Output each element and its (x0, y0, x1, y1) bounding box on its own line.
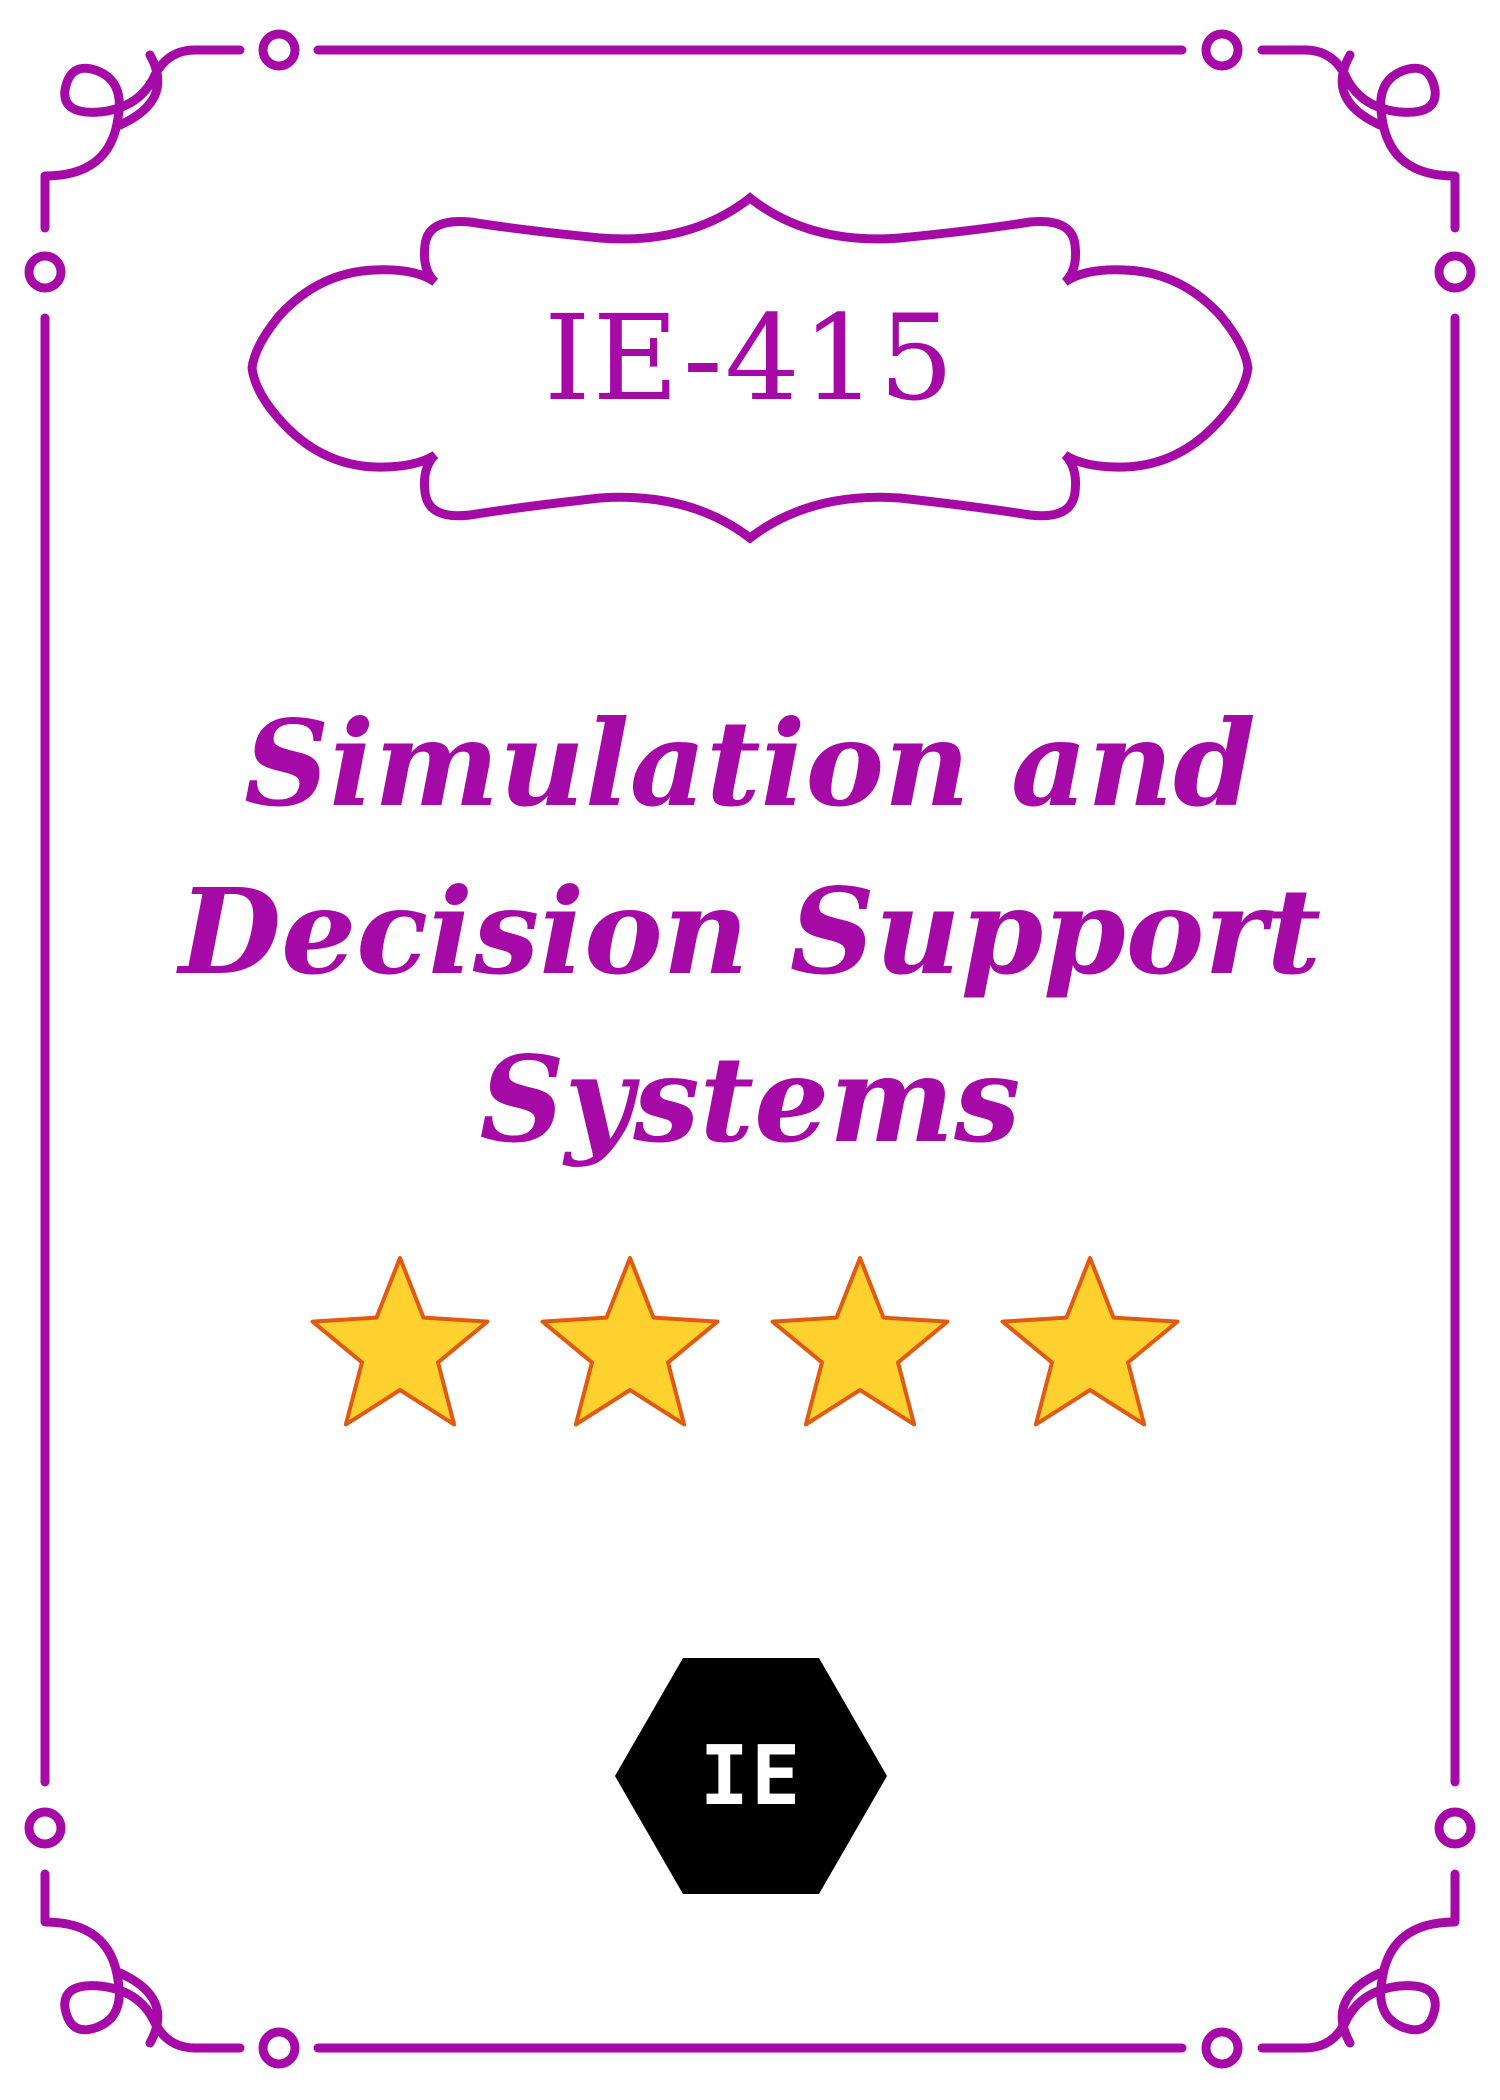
course-title: Simulation and Decision Support Systems (150, 680, 1350, 1184)
star-icon (540, 1256, 720, 1427)
hexagon-logo: IE (615, 1658, 887, 1894)
course-title-line-2: Decision Support (178, 862, 1322, 1001)
course-title-line-3: Systems (479, 1030, 1021, 1169)
logo-text: IE (699, 1728, 803, 1824)
course-title-line-1: Simulation and (244, 694, 1256, 833)
star-rating (300, 1245, 1220, 1445)
star-icon (770, 1256, 950, 1427)
course-code: IE-415 (543, 289, 957, 427)
star-icon (310, 1256, 490, 1427)
star-icon (1000, 1256, 1180, 1427)
